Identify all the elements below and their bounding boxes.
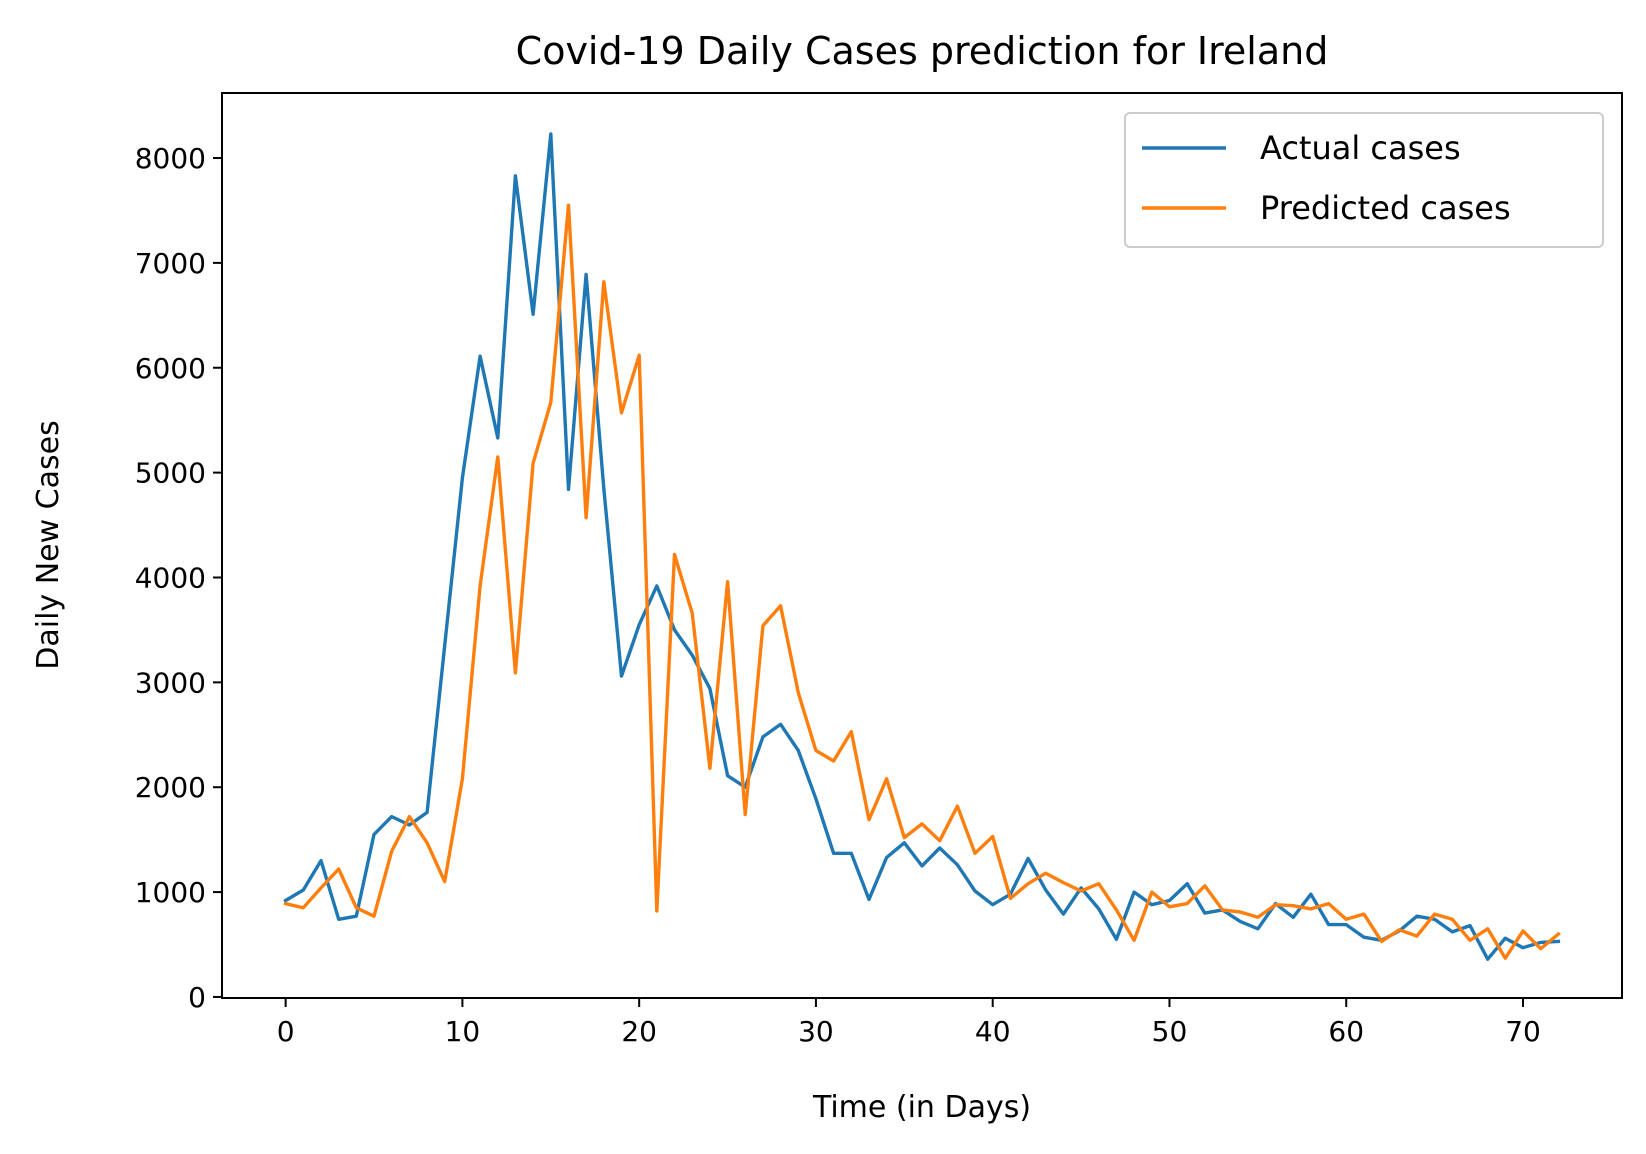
legend: Actual cases Predicted cases (1124, 112, 1604, 248)
x-tick-label: 10 (445, 1015, 481, 1048)
legend-label: Actual cases (1260, 129, 1461, 167)
y-axis-label: Daily New Cases (31, 420, 66, 669)
x-tick-label: 50 (1152, 1015, 1188, 1048)
x-tick-label: 0 (277, 1015, 295, 1048)
x-tick-label: 40 (975, 1015, 1011, 1048)
x-tick-label: 70 (1505, 1015, 1541, 1048)
y-tick-label: 5000 (135, 457, 206, 490)
series-line-predicted (283, 203, 1561, 960)
x-tick-label: 60 (1328, 1015, 1364, 1048)
chart-title: Covid-19 Daily Cases prediction for Irel… (516, 29, 1329, 73)
y-tick-label: 6000 (135, 352, 206, 385)
y-tick-label: 8000 (135, 142, 206, 175)
legend-label: Predicted cases (1260, 189, 1511, 227)
x-axis: 0 10 20 30 40 50 60 70 (277, 998, 1541, 1048)
y-tick-label: 0 (188, 981, 206, 1014)
plot-area (221, 92, 1623, 999)
y-tick-label: 2000 (135, 771, 206, 804)
y-tick-label: 1000 (135, 876, 206, 909)
series-line-actual (283, 132, 1561, 961)
y-tick-label: 7000 (135, 247, 206, 280)
legend-frame (1124, 112, 1604, 248)
x-tick-label: 20 (621, 1015, 657, 1048)
series-layer (283, 132, 1561, 961)
y-axis: 0 1000 2000 3000 4000 5000 6000 7000 8000 (135, 142, 222, 1014)
x-axis-label: Time (in Days) (812, 1090, 1031, 1125)
y-tick-label: 3000 (135, 666, 206, 699)
x-tick-label: 30 (798, 1015, 834, 1048)
y-tick-label: 4000 (135, 561, 206, 594)
